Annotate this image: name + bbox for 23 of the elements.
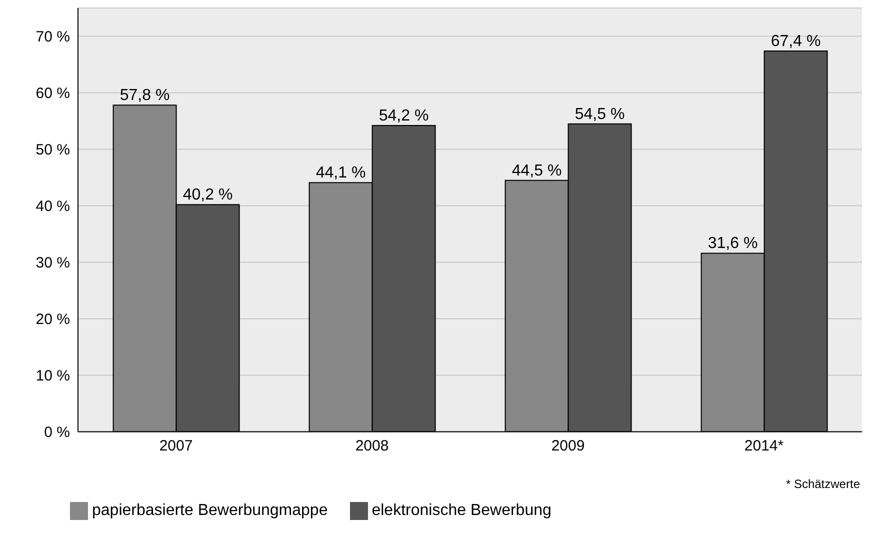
y-tick-label: 50 % [36,142,70,159]
data-label: 44,5 % [512,162,562,180]
data-label: 57,8 % [120,87,170,104]
x-tick-label: 2009 [551,437,585,454]
y-tick-label: 0 % [44,424,70,442]
y-tick-label: 60 % [36,85,70,102]
y-tick-label: 40 % [36,198,70,216]
y-tick-label: 10 % [36,368,70,385]
data-label: 67,4 % [770,32,821,50]
y-tick-label: 20 % [36,311,70,328]
legend-label: papierbasierte Bewerbungmappe [92,502,328,519]
data-label: 54,2 % [378,108,429,125]
data-label: 40,2 % [182,186,233,204]
data-label: 54,5 % [574,106,625,123]
legend-label: elektronische Bewerbung [372,502,552,519]
data-label: 31,6 % [708,235,758,252]
x-tick-label: 2007 [159,437,193,454]
y-tick-label: 70 % [36,28,70,46]
x-tick-label: 2008 [355,437,389,454]
data-label: 44,1 % [316,164,366,182]
text: * Schätzwerte [786,477,860,491]
x-tick-label: 2014* [744,437,784,454]
y-tick-label: 30 % [36,254,70,272]
